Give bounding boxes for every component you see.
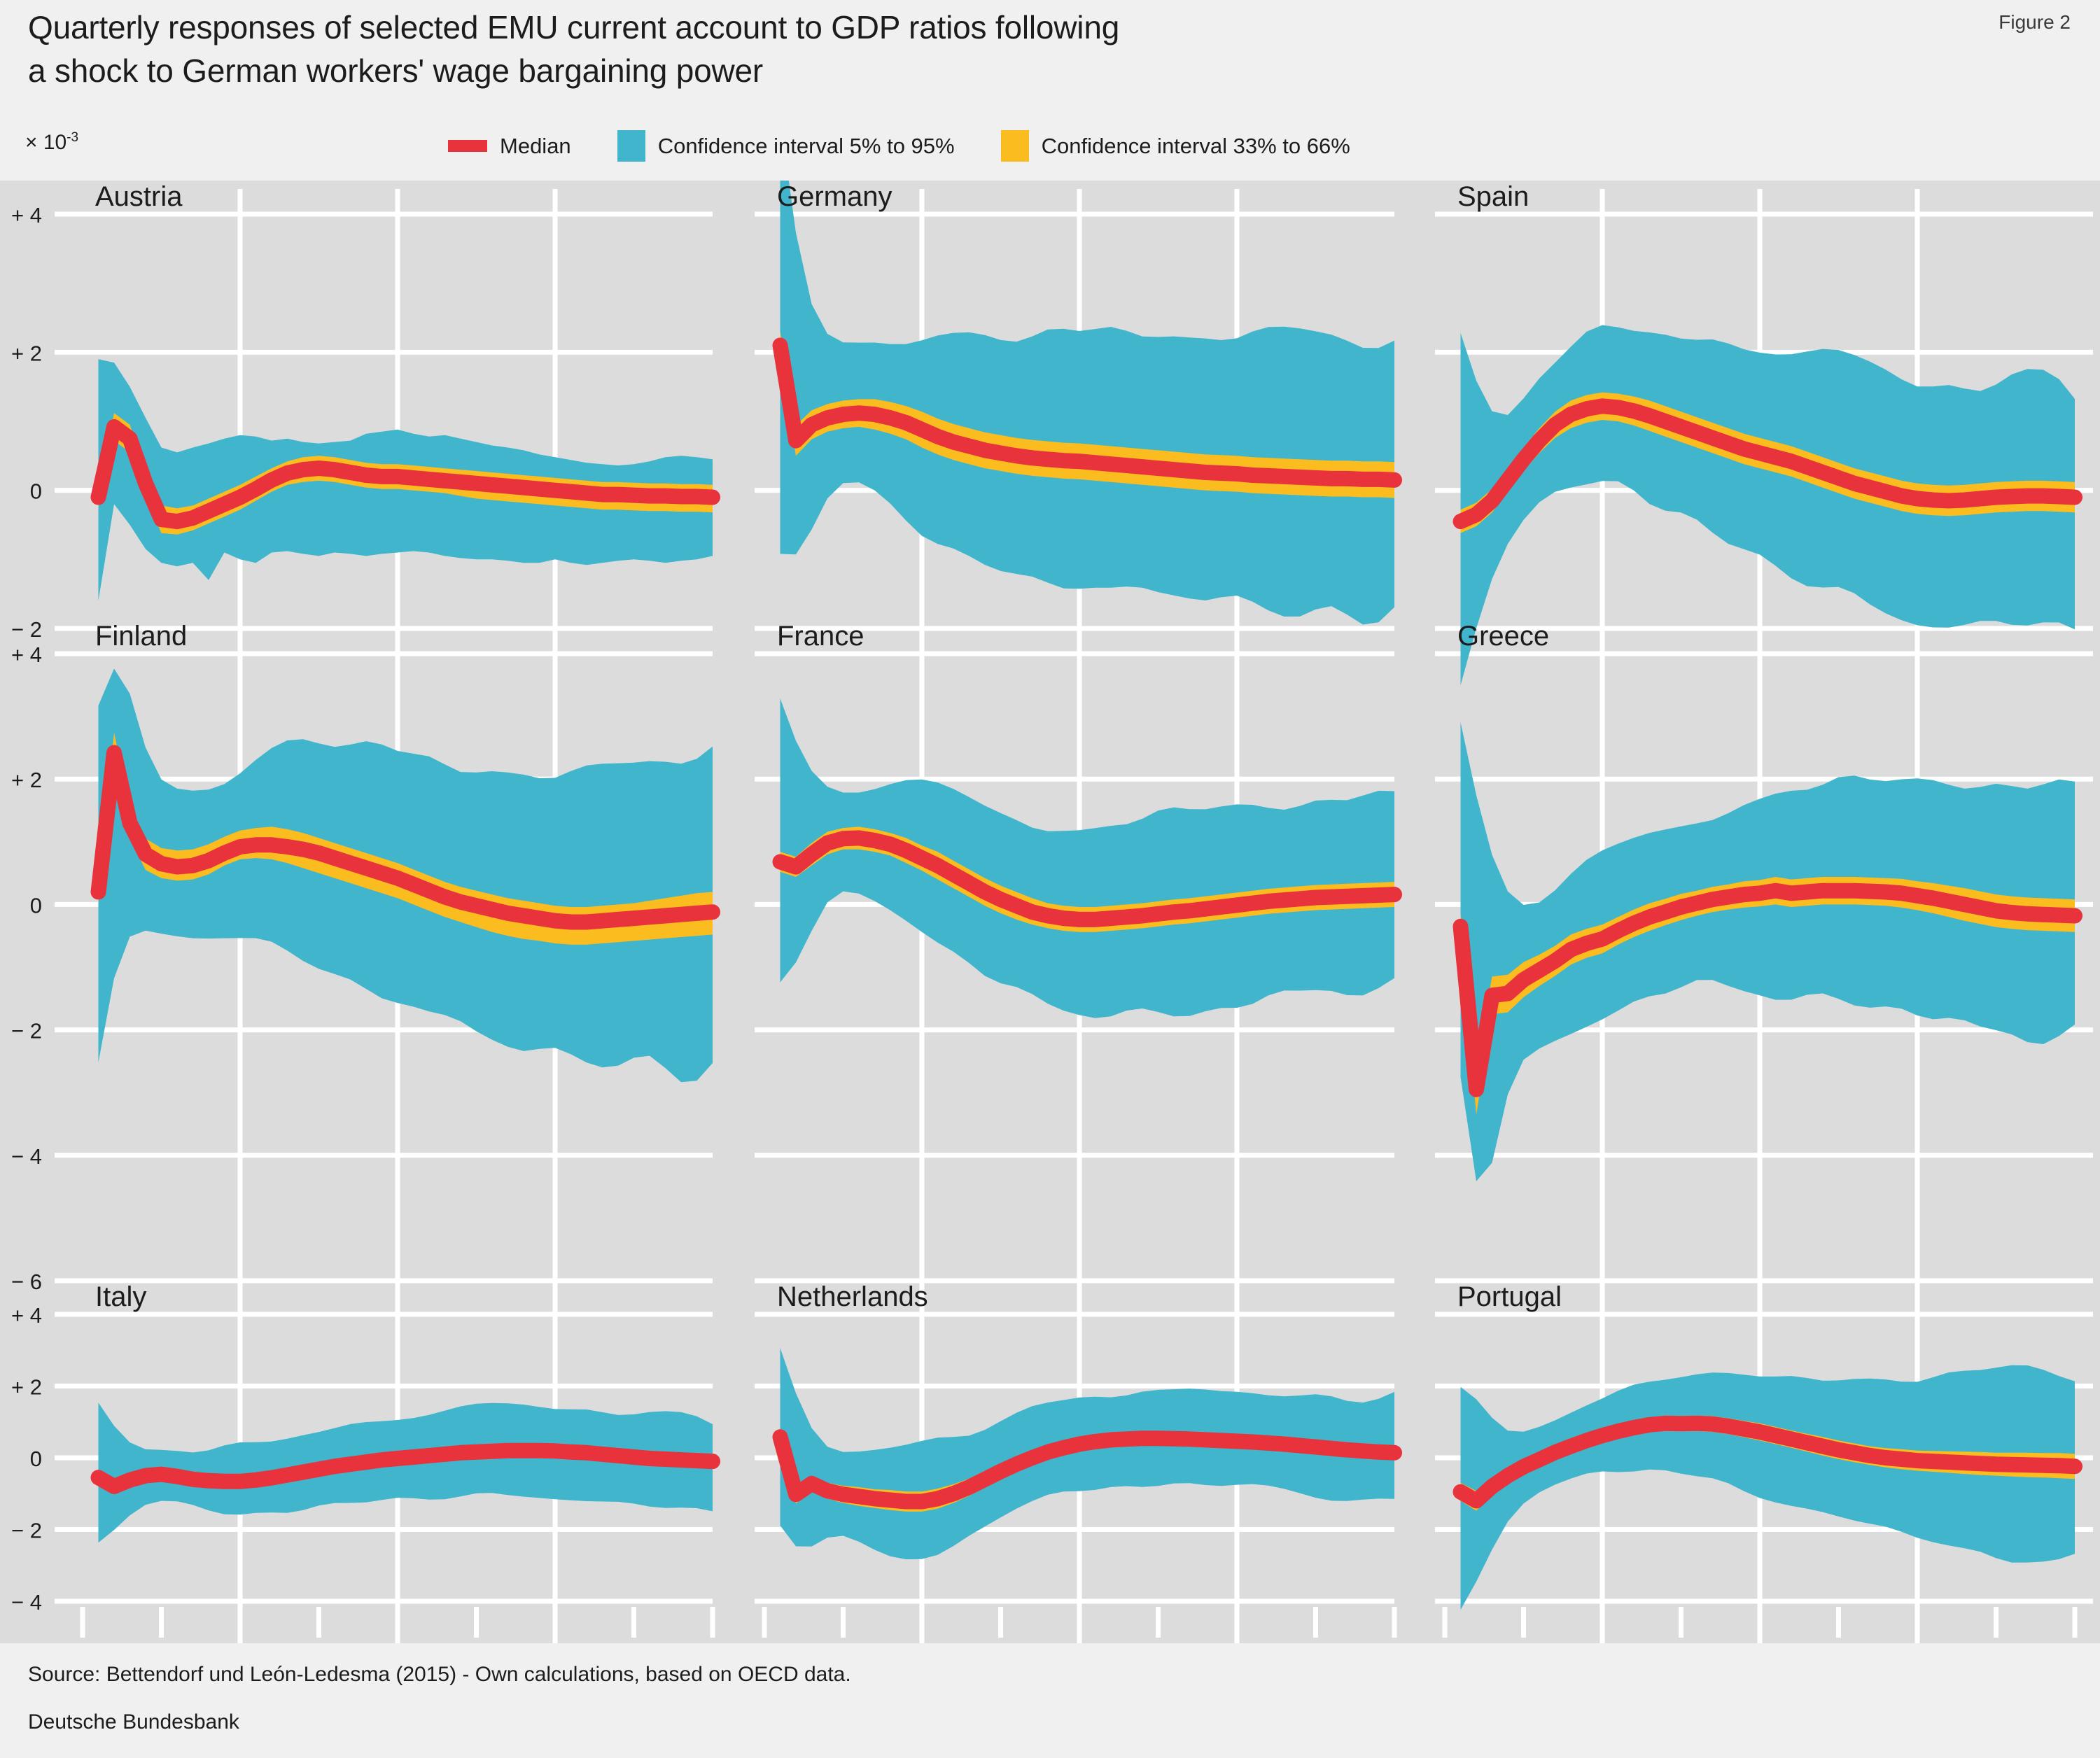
legend-label-median: Median xyxy=(500,133,571,158)
panel-france xyxy=(772,698,1402,1018)
panel-title-portugal: Portugal xyxy=(1457,1281,1562,1312)
panel-title-germany: Germany xyxy=(777,181,892,212)
panel-title-netherlands: Netherlands xyxy=(777,1281,928,1312)
chart-header: Quarterly responses of selected EMU curr… xyxy=(0,0,2100,181)
chart-plot-area: − 2− 200+ 2+ 2+ 4+ 4− 6− 6− 4− 4− 2− 200… xyxy=(0,181,2100,1643)
legend-label-ci95: Confidence interval 5% to 95% xyxy=(657,133,955,158)
ci95-band xyxy=(98,1402,713,1543)
median-swatch-icon xyxy=(448,140,487,152)
chart-footer: Source: Bettendorf und León-Ledesma (201… xyxy=(0,1643,2100,1758)
median-line xyxy=(1452,398,2082,530)
y-axis-tick-label: + 2 xyxy=(11,1375,42,1400)
median-line xyxy=(90,745,720,930)
median-line xyxy=(90,419,720,530)
panel-title-france: France xyxy=(777,621,864,652)
y-axis-tick-label: − 2 xyxy=(11,617,42,642)
units-label: × 10-3 xyxy=(25,130,78,155)
units-base: × 10 xyxy=(25,131,67,154)
footer-divider xyxy=(0,1643,2100,1645)
median-line xyxy=(1452,1415,2082,1509)
median-line xyxy=(772,337,1402,488)
units-exponent: -3 xyxy=(66,130,79,145)
ci66-swatch-icon xyxy=(1000,130,1029,162)
y-axis-tick-label: + 4 xyxy=(11,203,42,227)
panel-greece xyxy=(1452,722,2082,1181)
median-line xyxy=(772,830,1402,927)
panel-title-finland: Finland xyxy=(95,621,187,652)
source-note: Source: Bettendorf und León-Ledesma (201… xyxy=(28,1663,851,1686)
y-axis-tick-label: 0 xyxy=(30,893,42,917)
ci95-band xyxy=(780,181,1394,625)
y-axis-tick-label: 0 xyxy=(30,479,42,504)
chart-legend: Median Confidence interval 5% to 95% Con… xyxy=(448,130,1396,162)
legend-item-median: Median xyxy=(448,134,571,159)
title-line-1: Quarterly responses of selected EMU curr… xyxy=(28,9,1120,45)
panel-italy xyxy=(90,1402,720,1543)
y-axis-tick-label: − 4 xyxy=(11,1590,42,1615)
legend-item-ci66: Confidence interval 33% to 66% xyxy=(1000,130,1350,162)
median-line xyxy=(1452,882,2082,1097)
y-axis-tick-label: − 2 xyxy=(11,1519,42,1543)
y-axis-tick-label: − 4 xyxy=(11,1144,42,1169)
y-axis-tick-label: − 6 xyxy=(11,1270,42,1294)
panel-portugal xyxy=(1452,1365,2082,1610)
panel-finland xyxy=(90,668,720,1083)
legend-item-ci95: Confidence interval 5% to 95% xyxy=(617,130,955,162)
y-axis-tick-label: 0 xyxy=(30,1447,42,1471)
ci95-band xyxy=(780,698,1394,1018)
figure-number: Figure 2 xyxy=(1998,11,2071,33)
page-title: Quarterly responses of selected EMU curr… xyxy=(28,6,1568,92)
ci66-band xyxy=(780,331,1394,498)
y-axis-tick-label: + 2 xyxy=(11,768,42,792)
panel-title-italy: Italy xyxy=(95,1281,146,1312)
small-multiples-chart: − 2− 200+ 2+ 2+ 4+ 4− 6− 6− 4− 4− 2− 200… xyxy=(11,181,2093,1643)
panel-title-austria: Austria xyxy=(95,181,183,212)
panel-germany xyxy=(772,181,1402,625)
y-axis-tick-label: + 2 xyxy=(11,341,42,365)
median-line xyxy=(772,1429,1402,1510)
y-axis-tick-label: − 2 xyxy=(11,1019,42,1043)
panel-title-greece: Greece xyxy=(1457,621,1549,652)
median-line xyxy=(90,1442,720,1494)
ci66-band xyxy=(780,1430,1394,1512)
panel-austria xyxy=(90,359,720,601)
title-line-2: a shock to German workers' wage bargaini… xyxy=(28,52,764,89)
panel-spain xyxy=(1452,325,2082,686)
ci95-band xyxy=(1460,722,2075,1181)
ci95-band xyxy=(1460,1365,2075,1610)
ci95-swatch-icon xyxy=(617,130,645,162)
y-axis-tick-label: + 4 xyxy=(11,642,42,667)
legend-label-ci66: Confidence interval 33% to 66% xyxy=(1041,133,1350,158)
panel-title-spain: Spain xyxy=(1457,181,1529,212)
panel-netherlands xyxy=(772,1348,1402,1560)
publisher-note: Deutsche Bundesbank xyxy=(28,1710,239,1734)
y-axis-tick-label: + 4 xyxy=(11,1303,42,1328)
